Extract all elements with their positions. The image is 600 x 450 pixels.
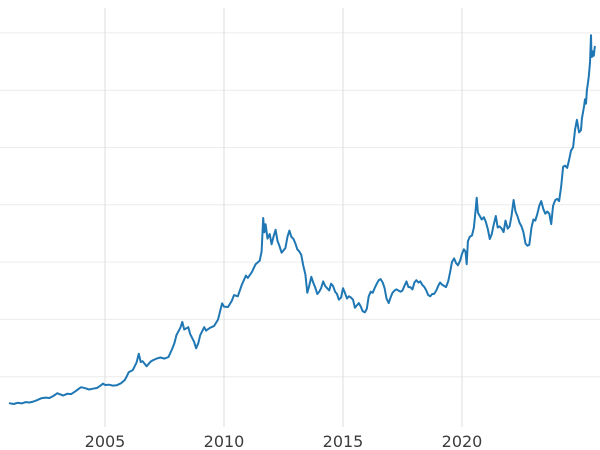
price-line <box>8 34 596 405</box>
x-tick-label: 2005 <box>85 432 126 450</box>
x-tick-label: 2010 <box>204 432 245 450</box>
x-tick-label: 2015 <box>323 432 364 450</box>
x-tick-label: 2020 <box>442 432 483 450</box>
